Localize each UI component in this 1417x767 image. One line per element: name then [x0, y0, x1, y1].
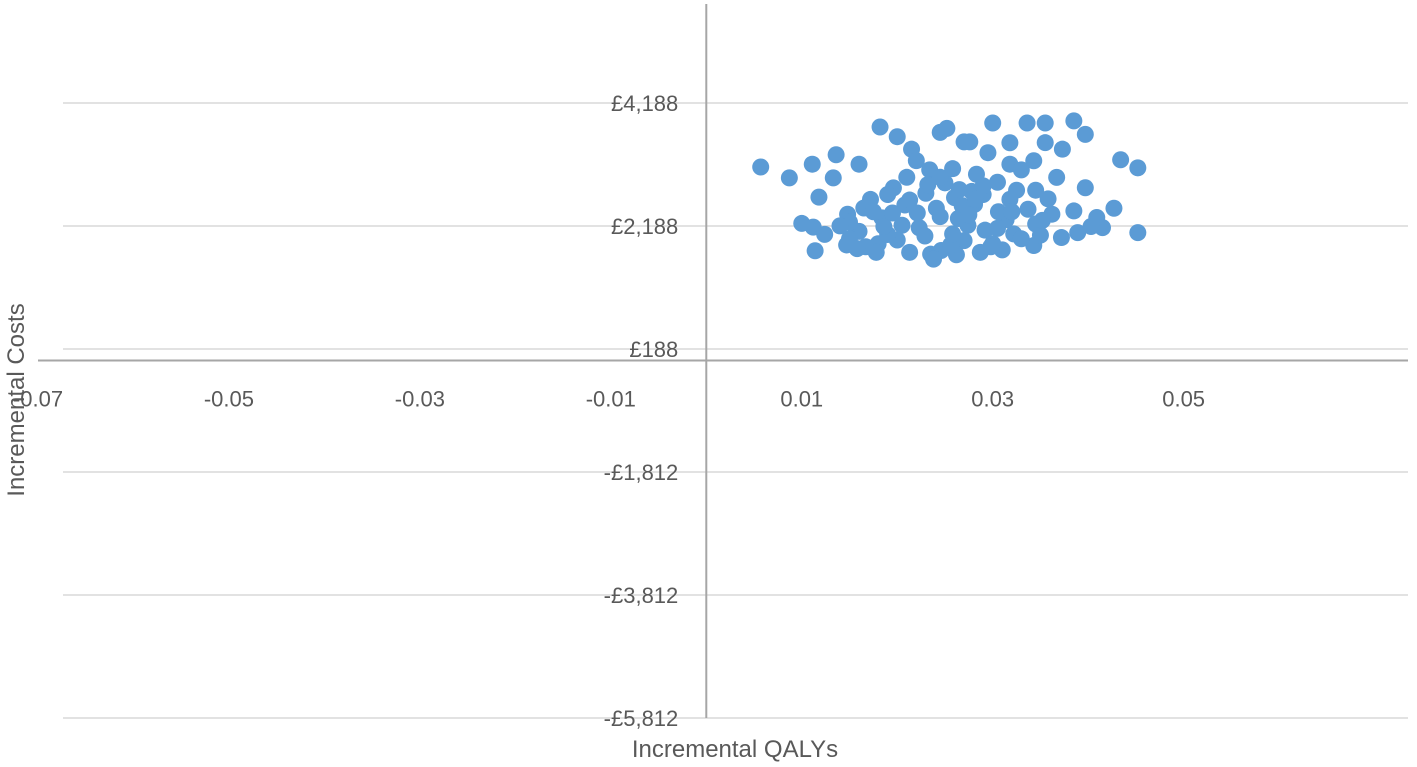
scatter-point [1039, 190, 1057, 208]
scatter-point [1036, 114, 1054, 132]
scatter-point [907, 152, 925, 170]
scatter-point [1001, 134, 1019, 152]
scatter-point [810, 188, 828, 206]
y-tick-label: -£3,812 [604, 583, 679, 608]
scatter-point [806, 242, 824, 260]
scatter-point [1065, 202, 1083, 220]
scatter-point [989, 203, 1007, 221]
gridlines [63, 102, 1408, 719]
scatter-point [976, 221, 994, 239]
scatter-point [752, 158, 770, 176]
y-tick-labels: £4,188 £2,188 £188 -£1,812 -£3,812 -£5,812 [604, 91, 679, 731]
scatter-point [955, 133, 973, 151]
scatter-point [1082, 217, 1100, 235]
scatter-point [1036, 134, 1054, 152]
scatter-point [982, 238, 1000, 256]
scatter-point [925, 250, 943, 268]
scatter-point [867, 243, 885, 261]
scatter-point [1012, 230, 1030, 248]
x-tick-label: -0.07 [13, 387, 63, 412]
scatter-point [1076, 125, 1094, 143]
scatter-point [988, 219, 1006, 237]
scatter-point [1018, 114, 1036, 132]
scatter-point [1065, 112, 1083, 130]
scatter-point [944, 225, 962, 243]
scatter-point [908, 204, 926, 222]
scatter-point [960, 206, 978, 224]
scatter-point [883, 204, 901, 222]
y-tick-label: -£5,812 [604, 706, 679, 731]
scatter-point [1019, 200, 1037, 218]
scatter-point [984, 114, 1002, 132]
scatter-point [1129, 159, 1147, 177]
x-tick-label: -0.01 [586, 387, 636, 412]
scatter-point [898, 168, 916, 186]
x-tick-label: -0.05 [204, 387, 254, 412]
scatter-point [888, 128, 906, 146]
scatter-point [1129, 224, 1147, 242]
x-tick-label: -0.03 [395, 387, 445, 412]
scatter-point [950, 181, 968, 199]
scatter-point [1112, 151, 1130, 169]
y-axis-title: Incremental Costs [3, 303, 30, 496]
scatter-point [871, 118, 889, 136]
x-axis-title: Incremental QALYs [632, 736, 838, 763]
scatter-point [967, 190, 985, 208]
scatter-point [1076, 179, 1094, 197]
scatter-point [875, 217, 893, 235]
scatter-point [793, 214, 811, 232]
scatter-point [824, 169, 842, 187]
scatter-point [1053, 140, 1071, 158]
x-tick-label: 0.01 [780, 387, 823, 412]
scatter-point [831, 217, 849, 235]
scatter-point [944, 160, 962, 178]
axes [38, 4, 1408, 718]
y-tick-label: £2,188 [611, 214, 678, 239]
scatter-point [974, 177, 992, 195]
scatter-point [827, 146, 845, 164]
scatter-point [848, 240, 866, 258]
scatter-point [1025, 152, 1043, 170]
x-tick-label: 0.03 [971, 387, 1014, 412]
scatter-point [916, 227, 934, 245]
scatter-point [1012, 161, 1030, 179]
scatter-point [1003, 203, 1021, 221]
scatter-point [931, 168, 949, 186]
scatter-point [816, 225, 834, 243]
scatter-point [1048, 168, 1066, 186]
scatter-point [879, 186, 897, 204]
scatter-point [893, 216, 911, 234]
y-tick-label: £4,188 [611, 91, 678, 116]
scatter-point [1052, 229, 1070, 247]
scatter-point [1031, 226, 1049, 244]
scatter-point [988, 173, 1006, 191]
y-tick-label: £188 [629, 337, 678, 362]
scatter-point [919, 176, 937, 194]
scatter-point [1105, 199, 1123, 217]
scatter-point [927, 199, 945, 217]
scatter-point [1069, 224, 1087, 242]
scatter-point [1027, 181, 1045, 199]
data-points [752, 112, 1147, 268]
scatter-point [938, 119, 956, 137]
scatter-point [901, 191, 919, 209]
scatter-point [850, 155, 868, 173]
y-tick-label: -£1,812 [604, 460, 679, 485]
x-tick-label: 0.05 [1162, 387, 1205, 412]
scatter-point [901, 243, 919, 261]
scatter-point [979, 144, 997, 162]
scatter-point [780, 169, 798, 187]
scatter-point [1033, 211, 1051, 229]
scatter-point [803, 155, 821, 173]
scatter-point [864, 203, 882, 221]
x-tick-labels: -0.07 -0.05 -0.03 -0.01 0.01 0.03 0.05 [13, 387, 1205, 412]
